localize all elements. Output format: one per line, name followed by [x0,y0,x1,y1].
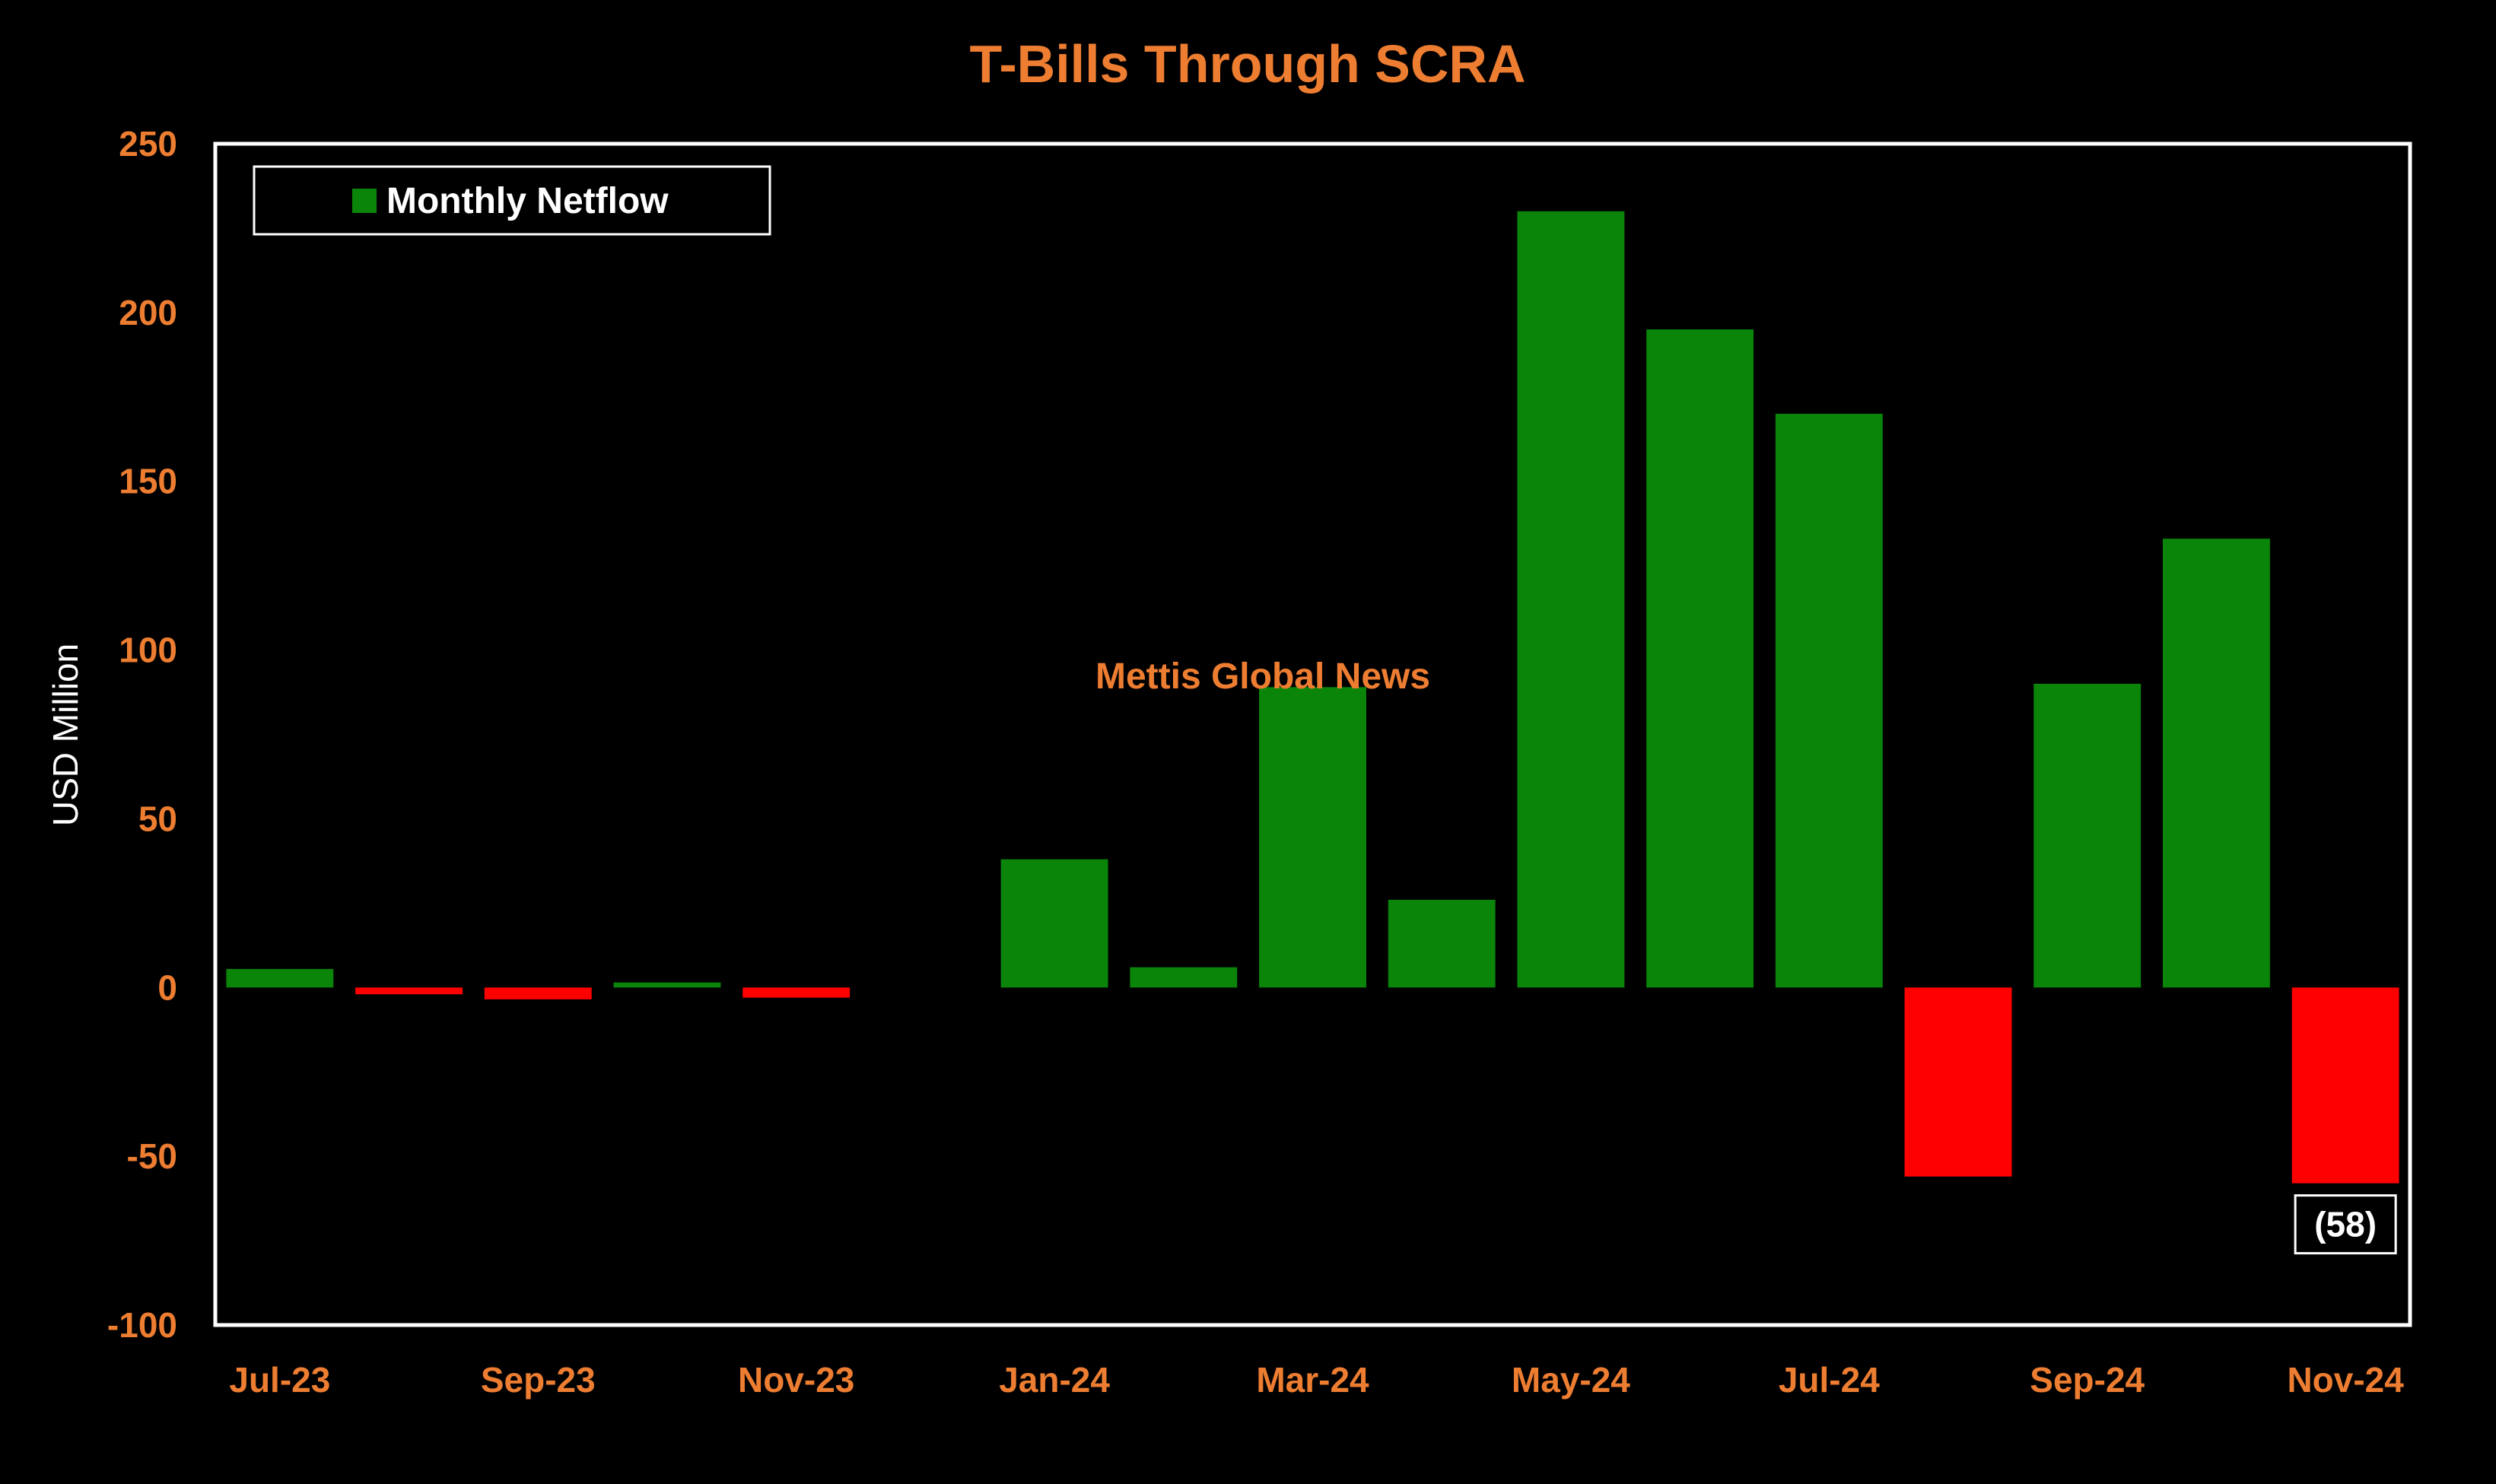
bar-oct-24 [2163,539,2270,988]
y-tick-label: 100 [119,631,177,670]
bar-may-24 [1517,211,1625,988]
y-tick-label: 0 [157,968,177,1007]
bar-oct-23 [613,982,721,988]
bar-jul-24 [1775,413,1883,988]
y-axis-ticks: 250 200 150 100 50 0 -50 -100 [107,124,177,1345]
bar-nov-24 [2291,987,2399,1184]
watermark: Mettis Global News [1095,656,1430,697]
legend-box [253,165,771,236]
x-tick-label: Nov-24 [2287,1360,2404,1400]
y-tick-label: 200 [119,293,177,332]
x-tick-label: May-24 [1512,1360,1630,1400]
y-tick-label: 150 [119,462,177,501]
bar-aug-24 [1904,987,2012,1177]
x-tick-label: Nov-23 [738,1360,854,1400]
y-axis-label: USD Million [46,643,85,826]
y-tick-label: -100 [107,1305,177,1345]
bar-jul-23 [226,968,334,988]
y-tick-label: -50 [127,1136,177,1176]
bar-feb-24 [1130,967,1238,988]
data-label-text: (58) [2314,1205,2377,1244]
legend-swatch-monthly-netflow [352,189,377,213]
y-tick-label: 250 [119,124,177,164]
bar-series [226,211,2399,1184]
x-tick-label: Jul-23 [229,1360,330,1400]
y-tick-label: 50 [138,799,177,838]
x-axis-ticks: Jul-23 Sep-23 Nov-23 Jan-24 Mar-24 May-24 Jul-… [229,1360,2404,1400]
bar-aug-23 [355,987,463,995]
legend-label-monthly-netflow: Monthly Netflow [386,181,669,221]
bar-jan-24 [1000,859,1108,988]
bar-apr-24 [1388,899,1496,988]
legend: Monthly Netflow [253,165,771,236]
plot-area [213,141,2412,1327]
x-tick-label: Mar-24 [1256,1360,1369,1400]
bar-sep-24 [2033,683,2141,988]
x-tick-label: Jan-24 [999,1360,1110,1400]
data-labels: (58) [2294,1194,2397,1255]
chart-title: T-Bills Through SCRA [969,34,1525,94]
plot-frame [213,141,2412,1327]
x-tick-label: Jul-24 [1779,1360,1880,1400]
x-tick-label: Sep-23 [481,1360,596,1400]
data-label-box [2294,1194,2397,1255]
bar-nov-23 [742,987,851,998]
bar-sep-23 [484,987,592,999]
x-tick-label: Sep-24 [2030,1360,2145,1400]
bar-mar-24 [1259,687,1366,988]
bar-jun-24 [1646,329,1754,988]
